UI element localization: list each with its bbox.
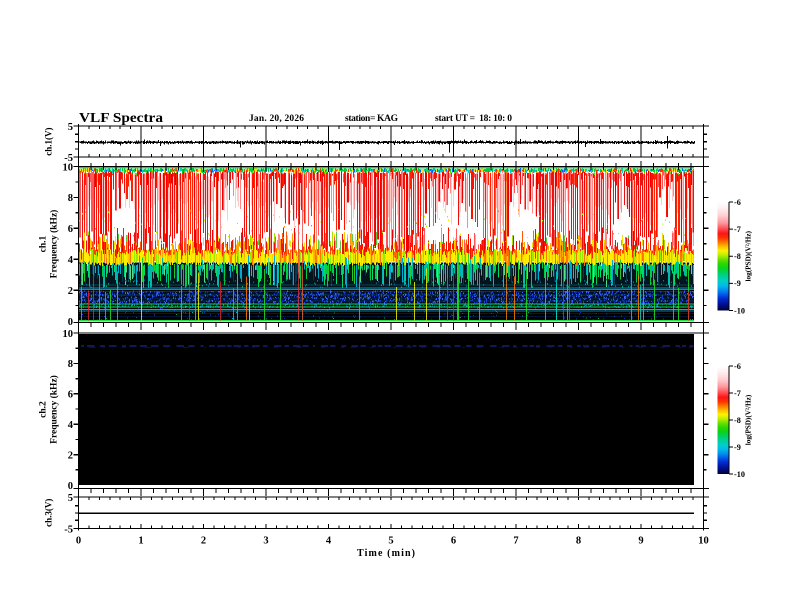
svg-text:8: 8 [68,359,73,370]
svg-text:5: 5 [68,122,73,133]
svg-text:-8: -8 [734,252,741,261]
svg-text:5: 5 [68,493,73,504]
svg-text:-5: -5 [64,153,73,164]
svg-text:Jan. 20, 2026: Jan. 20, 2026 [249,114,304,124]
svg-text:ch.2: ch.2 [39,401,49,418]
svg-text:log(PSD)(V²/Hz): log(PSD)(V²/Hz) [745,230,753,281]
svg-text:1: 1 [138,536,143,547]
svg-text:2: 2 [201,536,206,547]
svg-text:10: 10 [698,536,709,547]
svg-text:-6: -6 [734,362,741,371]
svg-text:log(PSD)(V²/Hz): log(PSD)(V²/Hz) [745,394,753,445]
svg-text:-10: -10 [734,470,745,479]
svg-text:6: 6 [68,224,73,235]
svg-text:-5: -5 [64,524,73,535]
svg-text:3: 3 [263,536,268,547]
svg-text:2: 2 [68,450,73,461]
svg-text:7: 7 [513,536,518,547]
svg-text:5: 5 [388,536,393,547]
svg-text:Time (min): Time (min) [357,548,415,559]
svg-text:2: 2 [68,286,73,297]
svg-text:-10: -10 [734,306,745,315]
svg-text:4: 4 [68,255,74,266]
svg-text:9: 9 [638,536,643,547]
svg-text:-7: -7 [734,389,741,398]
svg-text:4: 4 [326,536,332,547]
svg-text:Frequency (kHz): Frequency (kHz) [49,375,60,444]
svg-text:VLF Spectra: VLF Spectra [79,110,163,125]
svg-text:10: 10 [63,329,74,340]
svg-text:0: 0 [76,536,81,547]
svg-text:8: 8 [576,536,581,547]
svg-text:6: 6 [68,390,73,401]
svg-text:6: 6 [451,536,456,547]
svg-text:station= KAG: station= KAG [345,114,399,124]
svg-text:ch.1: ch.1 [39,235,49,252]
svg-text:ch.3(V): ch.3(V) [44,499,54,527]
svg-text:start UT = 18: 10: 0: start UT = 18: 10: 0 [435,114,512,124]
svg-text:Frequency (kHz): Frequency (kHz) [49,210,60,279]
svg-text:0: 0 [68,317,73,328]
svg-text:-9: -9 [734,443,741,452]
svg-text:ch.1(V): ch.1(V) [44,127,54,155]
svg-text:-8: -8 [734,416,741,425]
svg-text:4: 4 [68,420,74,431]
svg-text:-9: -9 [734,279,741,288]
svg-text:0: 0 [68,481,73,492]
svg-text:-6: -6 [734,198,741,207]
svg-text:10: 10 [63,162,74,173]
svg-text:8: 8 [68,193,73,204]
svg-text:-7: -7 [734,225,741,234]
